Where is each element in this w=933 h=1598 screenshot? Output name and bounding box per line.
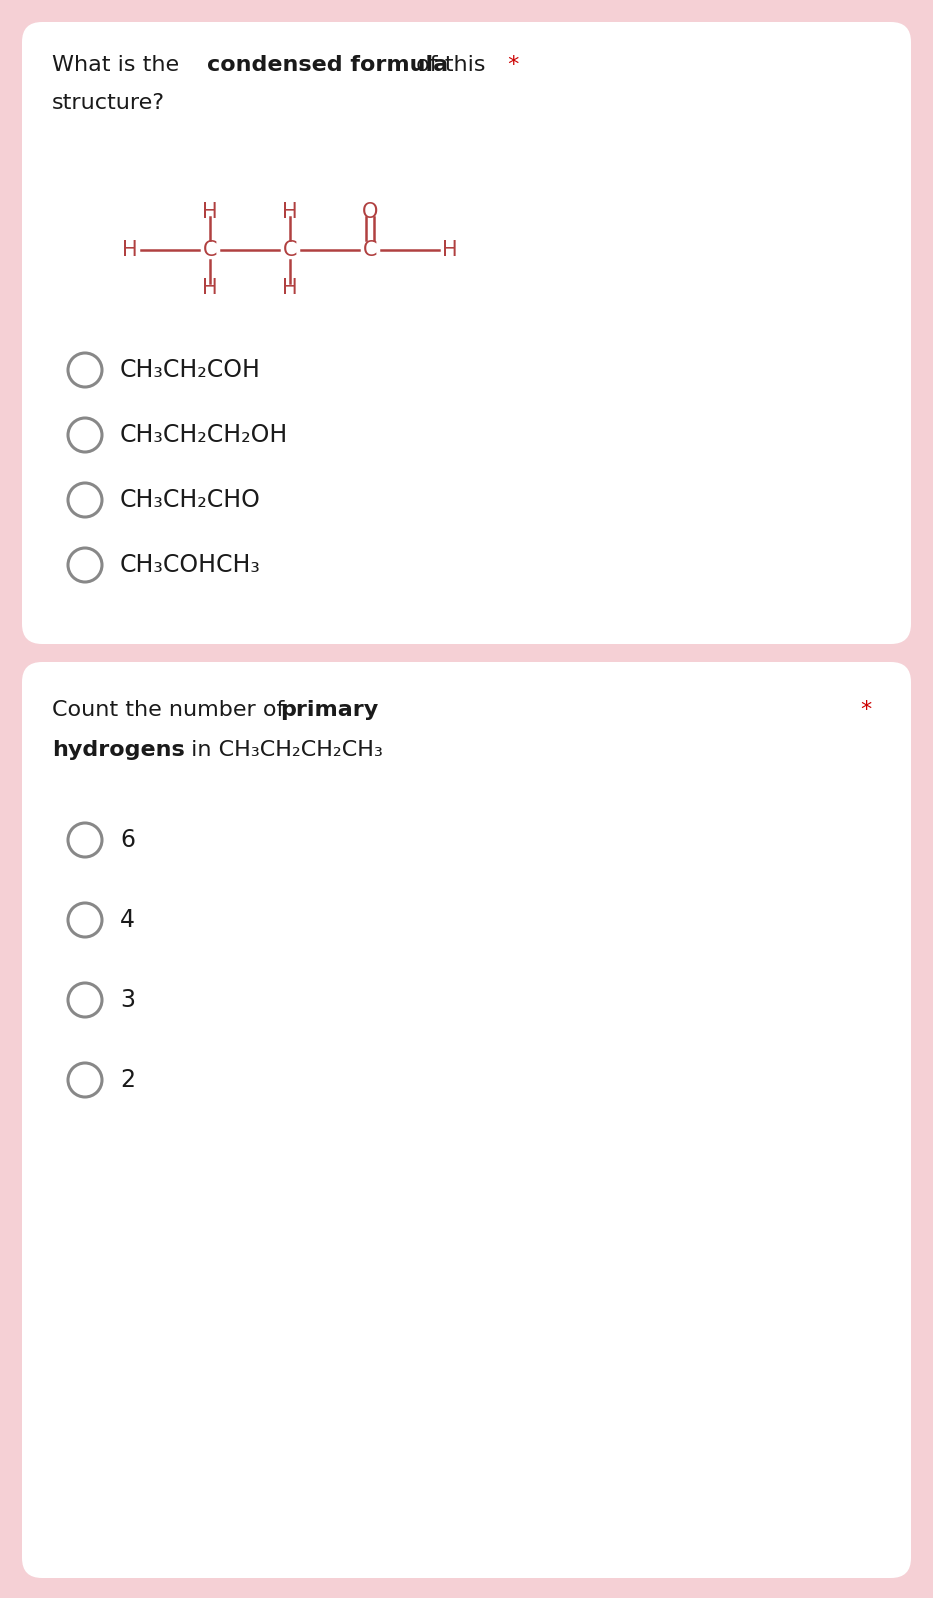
- Text: 3: 3: [120, 988, 135, 1012]
- Text: 4: 4: [120, 908, 135, 932]
- Text: Count the number of: Count the number of: [52, 700, 291, 721]
- Text: primary: primary: [280, 700, 378, 721]
- Text: 6: 6: [120, 828, 135, 852]
- Text: in CH₃CH₂CH₂CH₃: in CH₃CH₂CH₂CH₃: [184, 740, 383, 761]
- Text: CH₃COHCH₃: CH₃COHCH₃: [120, 553, 261, 577]
- Text: CH₃CH₂COH: CH₃CH₂COH: [120, 358, 261, 382]
- FancyBboxPatch shape: [22, 662, 911, 1577]
- Text: *: *: [860, 700, 871, 721]
- Text: hydrogens: hydrogens: [52, 740, 185, 761]
- Text: condensed formula: condensed formula: [207, 54, 448, 75]
- Text: structure?: structure?: [52, 93, 165, 113]
- Text: What is the: What is the: [52, 54, 187, 75]
- Text: C: C: [283, 240, 298, 260]
- Text: CH₃CH₂CHO: CH₃CH₂CHO: [120, 487, 261, 511]
- Text: H: H: [282, 201, 298, 222]
- Text: H: H: [442, 240, 458, 260]
- Text: C: C: [202, 240, 217, 260]
- Text: O: O: [362, 201, 378, 222]
- FancyBboxPatch shape: [22, 22, 911, 644]
- Text: CH₃CH₂CH₂OH: CH₃CH₂CH₂OH: [120, 423, 288, 447]
- Text: 2: 2: [120, 1067, 135, 1091]
- Text: H: H: [122, 240, 138, 260]
- Text: H: H: [282, 278, 298, 297]
- Text: H: H: [202, 201, 217, 222]
- Text: of this: of this: [409, 54, 485, 75]
- Text: C: C: [363, 240, 377, 260]
- Text: H: H: [202, 278, 217, 297]
- Text: *: *: [501, 54, 520, 75]
